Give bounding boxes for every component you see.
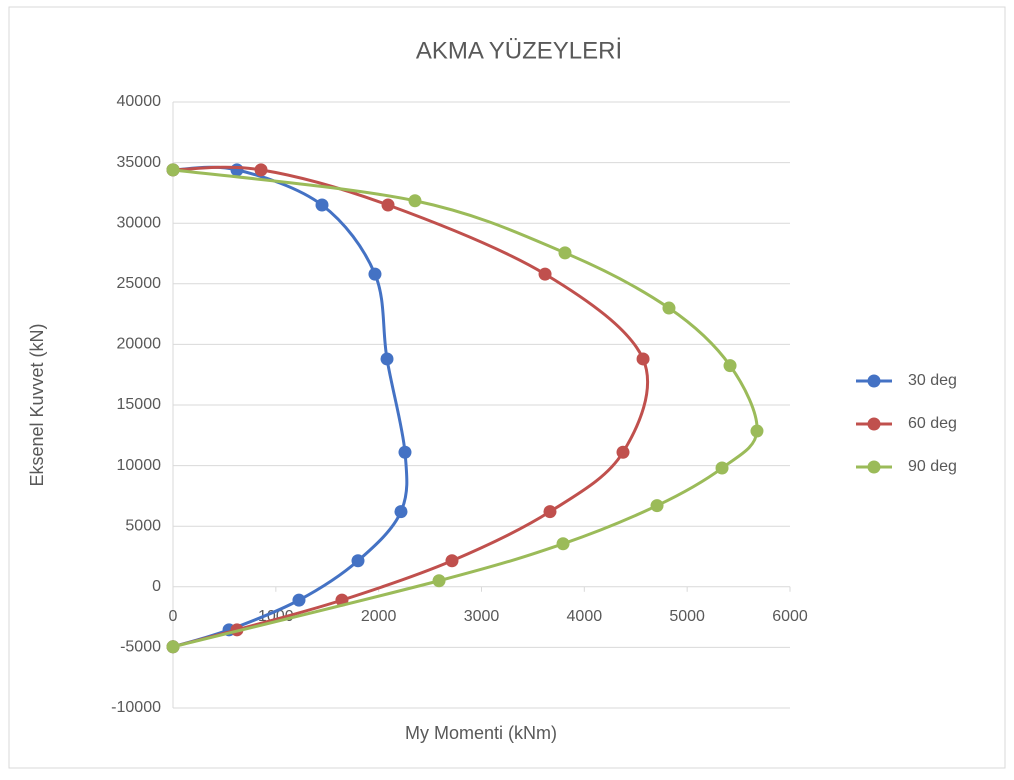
series-line [172,165,409,649]
y-tick-label: 15000 [117,396,162,413]
marker [315,198,329,212]
marker [558,246,572,260]
marker [381,198,395,212]
marker [254,163,268,177]
y-tick-label: 25000 [117,275,162,292]
marker [650,499,664,513]
y-tick-label: 30000 [117,214,162,231]
y-tick-label: -10000 [111,699,161,716]
marker [636,352,650,366]
marker [445,554,459,568]
marker [351,554,365,568]
x-tick-label: 4000 [567,608,603,625]
marker [166,640,180,654]
x-tick-label: 6000 [772,608,808,625]
y-axis-label: Eksenel Kuvvet (kN) [27,323,47,486]
marker [368,267,382,281]
marker [398,445,412,459]
legend-label: 30 deg [908,372,957,389]
marker [556,537,570,551]
marker [230,163,244,177]
legend-label: 60 deg [908,415,957,432]
marker [394,505,408,519]
x-axis-label: My Momenti (kNm) [405,723,557,743]
legend-label: 90 deg [908,458,957,475]
chart-title: AKMA YÜZEYLERİ [416,37,622,64]
x-tick-label: 5000 [669,608,705,625]
series-line [172,165,650,649]
y-tick-label: 20000 [117,336,162,353]
legend-marker [867,417,881,431]
marker [543,505,557,519]
marker [408,194,422,208]
y-tick-label: 10000 [117,457,162,474]
marker [432,574,446,588]
x-tick-label: 2000 [361,608,397,625]
marker [750,424,764,438]
marker [715,461,729,475]
y-tick-label: 5000 [125,517,161,534]
y-tick-label: -5000 [120,639,161,656]
x-tick-label: 3000 [464,608,500,625]
legend-marker [867,460,881,474]
y-tick-label: 40000 [117,93,162,110]
marker [292,593,306,607]
marker [662,301,676,315]
marker [166,163,180,177]
y-tick-label: 35000 [117,154,162,171]
marker [723,359,737,373]
x-tick-label: 0 [169,608,178,625]
marker [380,352,394,366]
legend-marker [867,374,881,388]
y-tick-label: 0 [152,578,161,595]
marker [538,267,552,281]
marker [616,445,630,459]
